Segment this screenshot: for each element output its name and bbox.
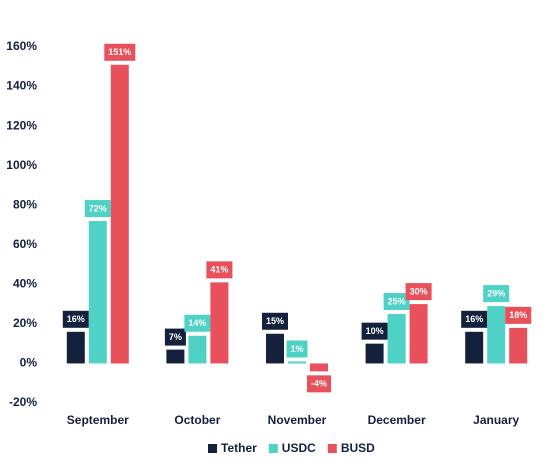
legend-swatch <box>327 444 337 453</box>
bar <box>365 343 384 364</box>
y-tick-label: 20% <box>13 316 37 330</box>
y-tick-label: 40% <box>13 277 37 291</box>
value-label-box <box>184 314 211 332</box>
legend-swatch <box>208 444 217 453</box>
value-label-box <box>84 200 111 218</box>
legend-label: USDC <box>282 441 316 455</box>
value-label: 16% <box>67 314 85 324</box>
bar <box>288 361 306 364</box>
y-tick-label: 60% <box>13 237 37 251</box>
value-label: 29% <box>487 288 505 298</box>
value-label: 41% <box>210 265 228 275</box>
x-tick-label: December <box>368 413 426 427</box>
bar <box>310 363 328 372</box>
value-label: 72% <box>89 203 107 213</box>
value-label-box <box>461 310 488 328</box>
bar <box>266 333 284 364</box>
y-tick-label: 0% <box>20 356 38 370</box>
bar <box>465 331 484 364</box>
value-label: 30% <box>410 286 428 296</box>
x-tick-label: January <box>473 413 519 427</box>
y-tick-label: 100% <box>6 158 37 172</box>
legend-swatch <box>268 444 278 453</box>
value-label: 15% <box>266 316 284 326</box>
value-label-box <box>306 375 332 393</box>
value-label-box <box>405 283 432 301</box>
value-label-box <box>164 328 186 346</box>
value-label: 7% <box>169 332 182 342</box>
y-tick-label: -20% <box>9 395 37 409</box>
legend-label: Tether <box>221 441 257 455</box>
value-label: -4% <box>311 379 327 389</box>
y-tick-label: 120% <box>6 118 37 132</box>
value-label-box <box>505 306 532 324</box>
x-tick-label: September <box>67 413 129 427</box>
x-tick-label: October <box>174 413 220 427</box>
bar <box>66 331 85 364</box>
value-label: 25% <box>388 296 406 306</box>
value-label: 1% <box>290 344 303 354</box>
bar <box>110 64 129 364</box>
value-label: 18% <box>509 310 527 320</box>
bar <box>166 349 185 364</box>
legend-label: BUSD <box>341 441 375 455</box>
value-label-box <box>206 261 233 279</box>
bar <box>88 221 107 364</box>
value-label: 16% <box>465 314 483 324</box>
value-label-box <box>483 285 510 303</box>
y-tick-label: 160% <box>6 39 37 53</box>
value-label-box <box>361 322 388 340</box>
value-label: 151% <box>108 47 131 57</box>
value-label-box <box>104 43 136 61</box>
value-label: 10% <box>366 326 384 336</box>
x-tick-label: November <box>268 413 327 427</box>
value-label-box <box>286 340 308 358</box>
bar <box>387 314 406 364</box>
bar <box>487 306 506 364</box>
bar <box>188 335 207 364</box>
y-tick-label: 140% <box>6 79 37 93</box>
bar <box>509 327 528 364</box>
value-label-box <box>383 293 410 310</box>
bar <box>210 282 229 364</box>
value-label: 14% <box>188 318 206 328</box>
bar <box>409 304 428 364</box>
y-tick-label: 80% <box>13 197 37 211</box>
value-label-box <box>62 310 89 328</box>
value-label-box <box>261 312 289 330</box>
